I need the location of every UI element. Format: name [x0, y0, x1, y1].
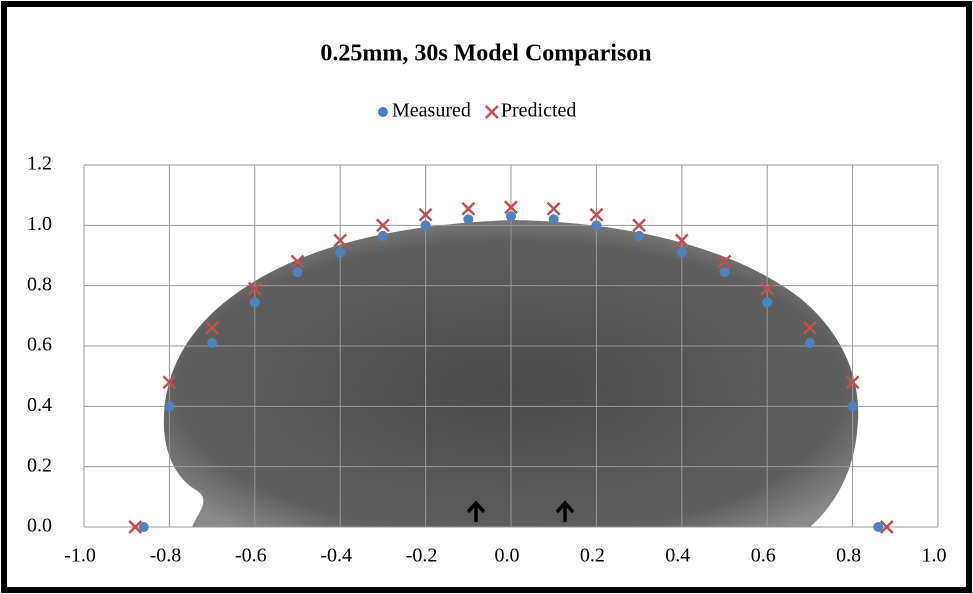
x-tick-label: 0.4 — [665, 545, 690, 567]
point — [292, 267, 303, 278]
point — [589, 207, 604, 222]
point — [378, 107, 388, 117]
point — [546, 201, 561, 216]
x-tick-label: 0.6 — [751, 545, 776, 567]
arrow — [555, 500, 575, 522]
legend-label: Predicted — [501, 100, 577, 122]
point — [461, 201, 476, 216]
point — [591, 220, 602, 231]
x-tick-label: 0.0 — [495, 545, 520, 567]
x-tick-label: 0.2 — [580, 545, 605, 567]
y-tick-label: 0.6 — [27, 334, 52, 356]
point — [205, 321, 219, 335]
point — [879, 520, 894, 534]
point — [207, 337, 218, 348]
point — [803, 321, 817, 335]
legend-label: Measured — [392, 100, 471, 122]
x-tick-label: -0.4 — [320, 545, 352, 567]
point — [249, 297, 260, 308]
point — [335, 247, 346, 258]
point — [676, 247, 687, 258]
point — [762, 297, 773, 308]
point — [717, 254, 732, 269]
y-tick-label: 0.4 — [27, 394, 52, 416]
point — [377, 230, 388, 241]
point — [548, 214, 559, 225]
point — [674, 233, 689, 248]
point — [128, 520, 143, 534]
point — [463, 214, 474, 225]
point — [504, 200, 518, 215]
point — [333, 233, 348, 248]
x-tick-label: 1.0 — [922, 545, 947, 567]
point — [418, 207, 433, 222]
point — [804, 337, 815, 348]
x-tick-label: -0.6 — [235, 545, 267, 567]
chart-title: 0.25mm, 30s Model Comparison — [320, 41, 651, 67]
point — [506, 211, 516, 222]
x-tick-label: -0.8 — [150, 545, 182, 567]
y-tick-label: 0.0 — [27, 515, 52, 537]
point — [247, 281, 262, 296]
y-tick-label: 1.0 — [27, 213, 52, 235]
point — [376, 218, 390, 233]
x-tick-label: -1.0 — [64, 545, 96, 567]
arrow — [466, 500, 486, 522]
point — [632, 218, 646, 233]
markers — [128, 200, 894, 534]
point — [164, 401, 175, 412]
x-tick-label: -0.2 — [406, 545, 438, 567]
point — [760, 281, 775, 296]
point — [420, 220, 431, 231]
point — [847, 401, 858, 412]
point — [719, 267, 730, 278]
x-tick-label: 0.8 — [836, 545, 861, 567]
point — [845, 375, 860, 390]
point — [138, 522, 149, 532]
y-tick-label: 0.8 — [27, 273, 52, 295]
point — [484, 105, 499, 119]
point — [634, 230, 645, 241]
y-tick-label: 0.2 — [27, 454, 52, 476]
point — [162, 375, 177, 390]
point — [873, 522, 884, 532]
point — [290, 254, 305, 269]
y-tick-label: 1.2 — [27, 153, 52, 175]
